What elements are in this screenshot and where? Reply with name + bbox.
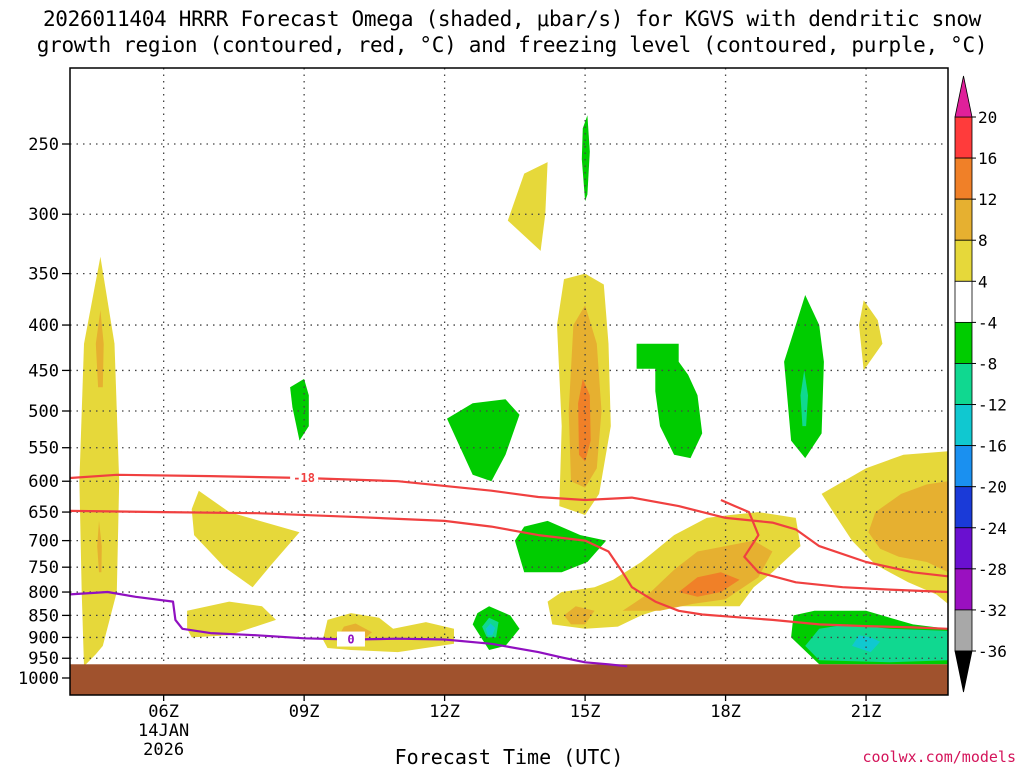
omega-region-sink-13z bbox=[447, 399, 520, 482]
colorbar-label--36: -36 bbox=[978, 642, 1007, 661]
omega-region-sink-13z-low-inner bbox=[485, 623, 496, 636]
x-tick-label-21Z: 21Z bbox=[851, 702, 882, 722]
colorbar: 20 16 12 8 4 -4 -8 -12 -16 -20 -24 -28 -32 -36 bbox=[954, 75, 1007, 693]
ground-fill bbox=[70, 664, 948, 695]
colorbar-band--8--4 bbox=[954, 321, 973, 364]
contour-lines: -18 0 bbox=[70, 470, 948, 668]
colorbar-label--32: -32 bbox=[978, 601, 1007, 620]
plot-frame bbox=[69, 67, 949, 696]
isotherm-line-1 bbox=[70, 509, 948, 630]
isotherm-line-0-label: -18 bbox=[293, 471, 315, 485]
y-tick-label-400: 400 bbox=[28, 316, 59, 336]
colorbar-label-16: 16 bbox=[978, 149, 997, 168]
y-tick-label-700: 700 bbox=[28, 532, 59, 552]
omega-region-rise-17z-core-2 bbox=[678, 572, 740, 597]
colorbar-label-20: 20 bbox=[978, 108, 997, 127]
omega-region-sink-14z bbox=[514, 520, 607, 573]
colorbar-label-4: 4 bbox=[978, 272, 988, 291]
omega-region-rise-14z-upper bbox=[507, 162, 548, 251]
colorbar-band--36--32 bbox=[954, 609, 973, 652]
gridlines bbox=[70, 68, 948, 695]
x-tick-label-06Z: 06Z bbox=[148, 702, 179, 722]
freezing-level-line-label-bg bbox=[336, 631, 365, 647]
x-tick-label-18Z: 18Z bbox=[710, 702, 741, 722]
omega-region-rise-17z-core bbox=[622, 540, 773, 611]
credit-link[interactable]: coolwx.com/models bbox=[862, 748, 1016, 766]
y-tick-label-500: 500 bbox=[28, 402, 59, 422]
omega-region-rise-07z bbox=[191, 490, 300, 588]
x-tick-year: 2026 bbox=[143, 740, 184, 760]
colorbar-under-triangle bbox=[954, 650, 973, 693]
x-tick-label-09Z: 09Z bbox=[289, 702, 320, 722]
x-axis-label: Forecast Time (UTC) bbox=[395, 745, 624, 768]
x-tick-label-15Z: 15Z bbox=[570, 702, 601, 722]
omega-region-rise-07z-low bbox=[187, 601, 276, 638]
colorbar-band--12--8 bbox=[954, 363, 973, 405]
y-tick-label-850: 850 bbox=[28, 606, 59, 626]
omega-region-rise-21z-upper bbox=[859, 300, 883, 371]
colorbar-band-16-20 bbox=[954, 116, 973, 159]
colorbar-label--24: -24 bbox=[978, 519, 1007, 538]
omega-region-sink-17z bbox=[636, 343, 703, 459]
y-tick-label-450: 450 bbox=[28, 361, 59, 381]
colorbar-band-8-12 bbox=[954, 198, 973, 241]
plot-border bbox=[69, 67, 949, 696]
y-tick-label-300: 300 bbox=[28, 205, 59, 225]
colorbar-band-12-16 bbox=[954, 157, 973, 200]
colorbar-label--16: -16 bbox=[978, 437, 1007, 456]
omega-region-sink-15z-top bbox=[581, 115, 590, 202]
isotherm-line-2 bbox=[720, 498, 948, 594]
isotherm-line-0-label-bg bbox=[290, 470, 319, 486]
y-tick-label-350: 350 bbox=[28, 265, 59, 285]
x-tick-label-12Z: 12Z bbox=[429, 702, 460, 722]
colorbar-label--20: -20 bbox=[978, 478, 1007, 497]
omega-region-rise-21z-core bbox=[868, 481, 948, 573]
colorbar-band--24--20 bbox=[954, 486, 973, 529]
omega-region-sink-09z bbox=[290, 378, 309, 441]
colorbar-label--12: -12 bbox=[978, 396, 1007, 415]
colorbar-band--20--16 bbox=[954, 445, 973, 488]
y-tick-label-900: 900 bbox=[28, 628, 59, 648]
colorbar-over-triangle bbox=[954, 75, 973, 118]
chart-title-line1: 2026011404 HRRR Forecast Omega (shaded, … bbox=[42, 7, 982, 31]
omega-region-rise-05z-core-b bbox=[97, 520, 102, 573]
colorbar-label-8: 8 bbox=[978, 231, 988, 250]
chart-title-line2: growth region (contoured, red, °C) and f… bbox=[36, 33, 988, 57]
colorbar-label--28: -28 bbox=[978, 560, 1007, 579]
colorbar-band-4-8 bbox=[954, 239, 973, 282]
omega-region-rise-05z bbox=[79, 256, 120, 667]
freezing-level-line-label: 0 bbox=[347, 633, 354, 647]
y-tick-label-650: 650 bbox=[28, 503, 59, 523]
colorbar-band--28--24 bbox=[954, 527, 973, 570]
colorbar-label--4: -4 bbox=[978, 313, 997, 332]
colorbar-label--8: -8 bbox=[978, 354, 997, 373]
omega-region-rise-15z-low-core bbox=[564, 606, 595, 625]
y-tick-label-750: 750 bbox=[28, 558, 59, 578]
y-axis: 2503003504004505005506006507007508008509… bbox=[18, 135, 70, 689]
omega-region-sink-19z-core bbox=[800, 370, 808, 427]
y-tick-label-600: 600 bbox=[28, 472, 59, 492]
isotherm-line-0 bbox=[70, 473, 948, 578]
omega-region-sink-21z-low-inner bbox=[852, 635, 881, 653]
y-tick-label-250: 250 bbox=[28, 135, 59, 155]
colorbar-band--32--28 bbox=[954, 568, 973, 611]
x-tick-date: 14JAN bbox=[138, 721, 189, 741]
y-tick-label-950: 950 bbox=[28, 649, 59, 669]
omega-region-rise-05z-core-a bbox=[95, 310, 104, 388]
freezing-level-line bbox=[70, 590, 628, 668]
ground-layer bbox=[70, 664, 948, 695]
chart-title: 2026011404 HRRR Forecast Omega (shaded, … bbox=[0, 6, 1024, 58]
y-tick-label-1000: 1000 bbox=[18, 669, 59, 689]
colorbar-band--4-4 bbox=[954, 280, 973, 323]
colorbar-band--16--12 bbox=[954, 404, 973, 447]
y-tick-label-800: 800 bbox=[28, 583, 59, 603]
y-tick-label-550: 550 bbox=[28, 439, 59, 459]
colorbar-label-12: 12 bbox=[978, 190, 997, 209]
omega-region-rise-15z-core-2 bbox=[578, 378, 591, 462]
